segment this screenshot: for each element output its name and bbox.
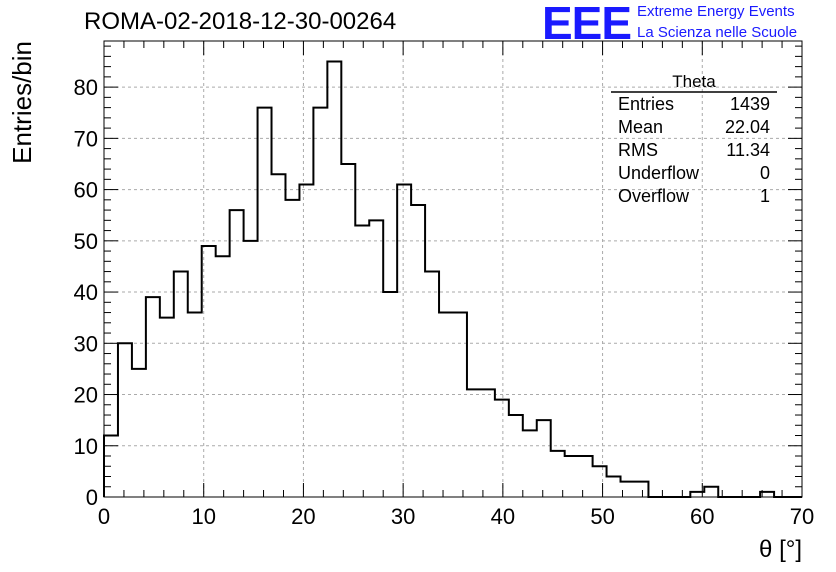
histogram-bar (230, 210, 244, 497)
x-tick-label: 70 (790, 504, 814, 529)
x-tick-label: 10 (191, 504, 215, 529)
histogram-bar (453, 313, 467, 497)
stats-row-label: RMS (618, 140, 658, 160)
x-axis-label: θ [°] (759, 536, 802, 563)
stats-row-label: Entries (618, 94, 674, 114)
histogram-bar (299, 184, 313, 497)
histogram-bar (341, 164, 355, 497)
stats-row-value: 0 (760, 163, 770, 183)
x-tick-label: 60 (690, 504, 714, 529)
y-tick-label: 50 (74, 229, 98, 254)
histogram-bar (188, 313, 202, 497)
histogram-bar (481, 389, 495, 497)
x-tick-label: 30 (391, 504, 415, 529)
histogram-bar (383, 292, 397, 497)
histogram-bar (285, 200, 299, 497)
histogram-bar (439, 313, 453, 497)
histogram-bar (327, 61, 341, 497)
stats-row-label: Mean (618, 117, 663, 137)
x-tick-label: 0 (98, 504, 110, 529)
histogram-bar (593, 466, 607, 497)
histogram-bar (537, 420, 551, 497)
stats-row-value: 1439 (730, 94, 770, 114)
y-tick-label: 80 (74, 75, 98, 100)
logo-line-1: Extreme Energy Events (637, 3, 795, 20)
histogram-bar (607, 477, 621, 497)
stats-row-label: Overflow (618, 186, 690, 206)
stats-row-value: 1 (760, 186, 770, 206)
histogram-bar (313, 108, 327, 497)
y-tick-label: 0 (86, 485, 98, 510)
stats-row-value: 11.34 (726, 140, 770, 160)
histogram-bar (132, 369, 146, 497)
histogram-bar (509, 415, 523, 497)
x-tick-label: 50 (590, 504, 614, 529)
plot-frame (103, 40, 803, 498)
y-axis-label: Entries/bin (7, 41, 37, 164)
histogram-bar (272, 174, 286, 497)
histogram-bar (565, 456, 579, 497)
y-tick-label: 10 (74, 434, 98, 459)
histogram-bar (355, 225, 369, 497)
stats-row-label: Underflow (618, 163, 700, 183)
histogram-bar (244, 241, 258, 497)
histogram-bar (258, 108, 272, 497)
histogram-bar (467, 389, 481, 497)
stats-box-title: Theta (672, 72, 716, 91)
stats-row-value: 22.04 (725, 117, 770, 137)
histogram-bar (146, 297, 160, 497)
x-tick-label: 40 (491, 504, 515, 529)
histogram-bar (160, 318, 174, 497)
run-title: ROMA-02-2018-12-30-00264 (84, 8, 397, 35)
histogram-outline (103, 60, 802, 498)
histogram-bar (118, 343, 132, 497)
histogram-bar (634, 482, 648, 497)
histogram-bar (369, 220, 383, 497)
histogram-bar (579, 456, 593, 497)
y-tick-label: 60 (74, 178, 98, 203)
y-tick-label: 20 (74, 383, 98, 408)
x-tick-label: 20 (291, 504, 315, 529)
histogram-bar (216, 256, 230, 497)
eee-logo: EEE (542, 0, 632, 49)
logo-line-2: La Scienza nelle Scuole (637, 24, 798, 41)
y-tick-label: 70 (74, 126, 98, 151)
histogram-bar (495, 400, 509, 497)
histogram-bar (704, 487, 718, 497)
y-tick-label: 40 (74, 280, 98, 305)
histogram-bar (397, 184, 411, 497)
histogram-bar (411, 205, 425, 497)
histogram-bar (523, 430, 537, 497)
y-tick-label: 30 (74, 331, 98, 356)
histogram-bar (425, 272, 439, 497)
histogram-bar (174, 272, 188, 497)
